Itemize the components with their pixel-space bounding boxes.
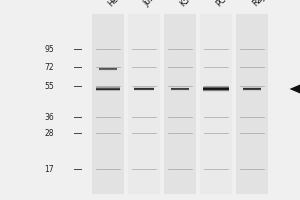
Bar	[202, 91, 230, 92]
Text: Jurkat: Jurkat	[142, 0, 165, 8]
Bar	[202, 90, 230, 91]
Text: Raji: Raji	[250, 0, 267, 8]
Bar	[202, 87, 230, 88]
Bar	[202, 87, 230, 88]
Bar	[202, 86, 230, 87]
Text: 36: 36	[44, 112, 54, 121]
Text: 28: 28	[44, 129, 54, 138]
Bar	[202, 88, 230, 89]
Bar	[202, 92, 230, 93]
Bar	[202, 85, 230, 86]
Bar	[202, 89, 230, 90]
Polygon shape	[290, 83, 300, 95]
Bar	[164, 14, 196, 194]
Bar	[202, 91, 230, 92]
Text: 72: 72	[44, 62, 54, 72]
Bar	[128, 14, 160, 194]
Bar	[202, 90, 230, 91]
Text: K562: K562	[178, 0, 199, 8]
Bar	[92, 14, 124, 194]
Bar	[202, 86, 230, 87]
Text: 17: 17	[44, 164, 54, 173]
Bar	[200, 14, 232, 194]
Bar	[202, 89, 230, 90]
Text: PC-12: PC-12	[214, 0, 237, 8]
Bar	[202, 85, 230, 86]
Text: Hela: Hela	[106, 0, 126, 8]
Bar	[236, 14, 268, 194]
Text: 55: 55	[44, 82, 54, 90]
Text: 95: 95	[44, 45, 54, 53]
Bar	[202, 88, 230, 89]
